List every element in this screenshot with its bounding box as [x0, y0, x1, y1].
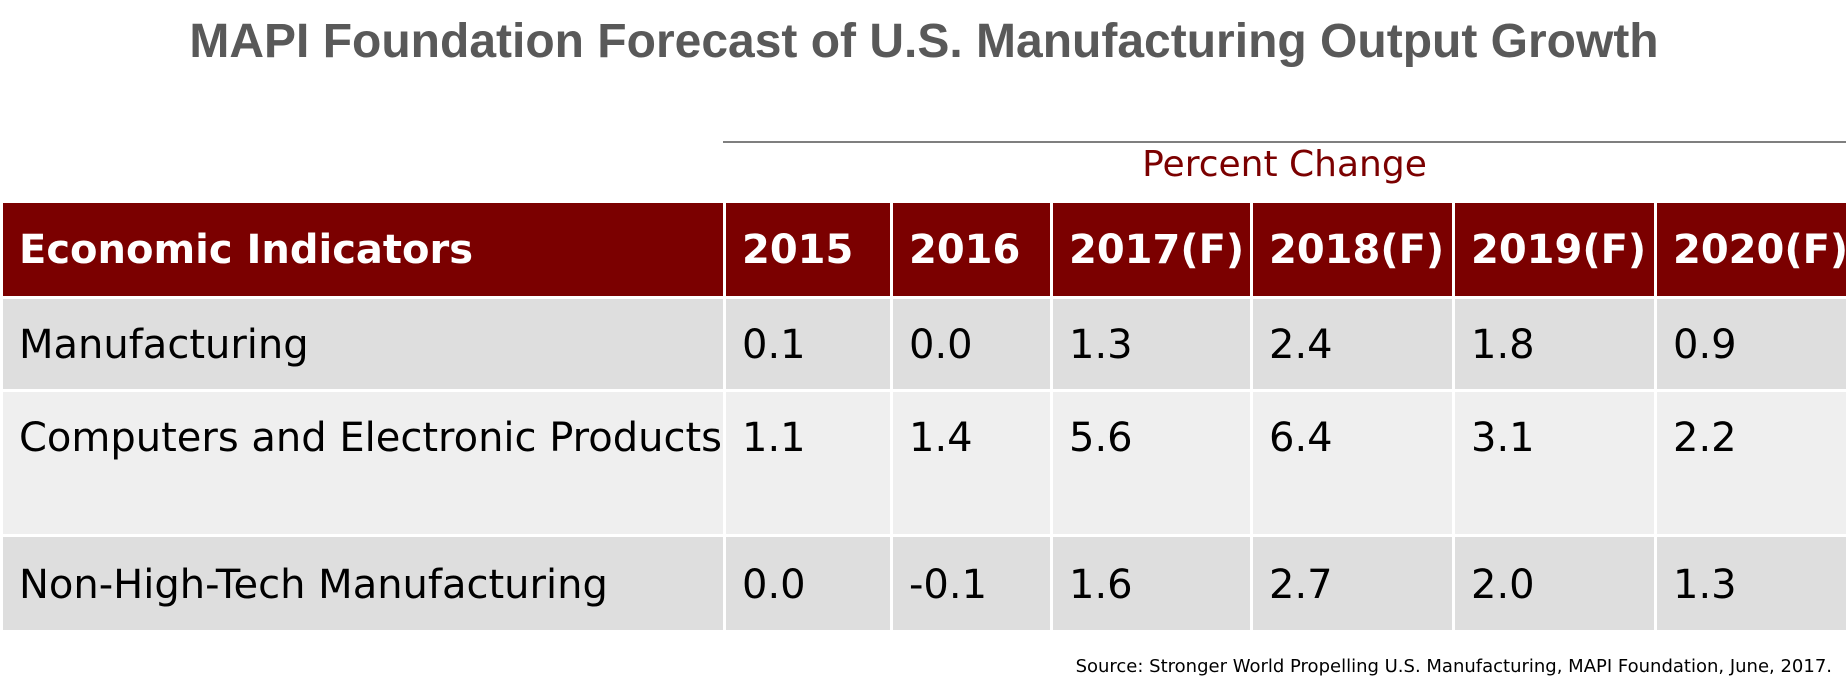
table-cell: 1.1 [723, 389, 893, 537]
table-cell: 1.8 [1452, 296, 1657, 392]
table-row: Non-High-Tech Manufacturing 0.0 -0.1 1.6… [0, 534, 1848, 633]
header-2019f: 2019(F) [1452, 200, 1657, 299]
table-cell: 0.0 [723, 534, 893, 633]
forecast-table: Economic Indicators 2015 2016 2017(F) 20… [0, 200, 1848, 633]
row-label: Non-High-Tech Manufacturing [0, 534, 726, 633]
header-economic-indicators: Economic Indicators [0, 200, 726, 299]
header-2018f: 2018(F) [1250, 200, 1455, 299]
table-cell: -0.1 [890, 534, 1053, 633]
table-cell: 1.3 [1050, 296, 1253, 392]
table-cell: 0.1 [723, 296, 893, 392]
header-2017f: 2017(F) [1050, 200, 1253, 299]
table-cell: 2.2 [1654, 389, 1848, 537]
table-cell: 6.4 [1250, 389, 1455, 537]
table-cell: 2.7 [1250, 534, 1455, 633]
percent-change-rule [723, 141, 1846, 143]
row-label: Manufacturing [0, 296, 726, 392]
table-cell: 2.0 [1452, 534, 1657, 633]
table-cell: 1.6 [1050, 534, 1253, 633]
table-cell: 3.1 [1452, 389, 1657, 537]
table-cell: 5.6 [1050, 389, 1253, 537]
header-2020f: 2020(F) [1654, 200, 1848, 299]
percent-change-label: Percent Change [1142, 144, 1427, 185]
table-cell: 1.4 [890, 389, 1053, 537]
table-cell: 1.3 [1654, 534, 1848, 633]
table-header-row: Economic Indicators 2015 2016 2017(F) 20… [0, 200, 1848, 299]
table-row: Computers and Electronic Products 1.1 1.… [0, 389, 1848, 537]
source-note: Source: Stronger World Propelling U.S. M… [1075, 656, 1832, 677]
header-2016: 2016 [890, 200, 1053, 299]
table-cell: 2.4 [1250, 296, 1455, 392]
table-row: Manufacturing 0.1 0.0 1.3 2.4 1.8 0.9 [0, 296, 1848, 392]
header-2015: 2015 [723, 200, 893, 299]
table-cell: 0.9 [1654, 296, 1848, 392]
chart-title: MAPI Foundation Forecast of U.S. Manufac… [189, 15, 1659, 68]
row-label: Computers and Electronic Products [0, 389, 726, 537]
table-cell: 0.0 [890, 296, 1053, 392]
